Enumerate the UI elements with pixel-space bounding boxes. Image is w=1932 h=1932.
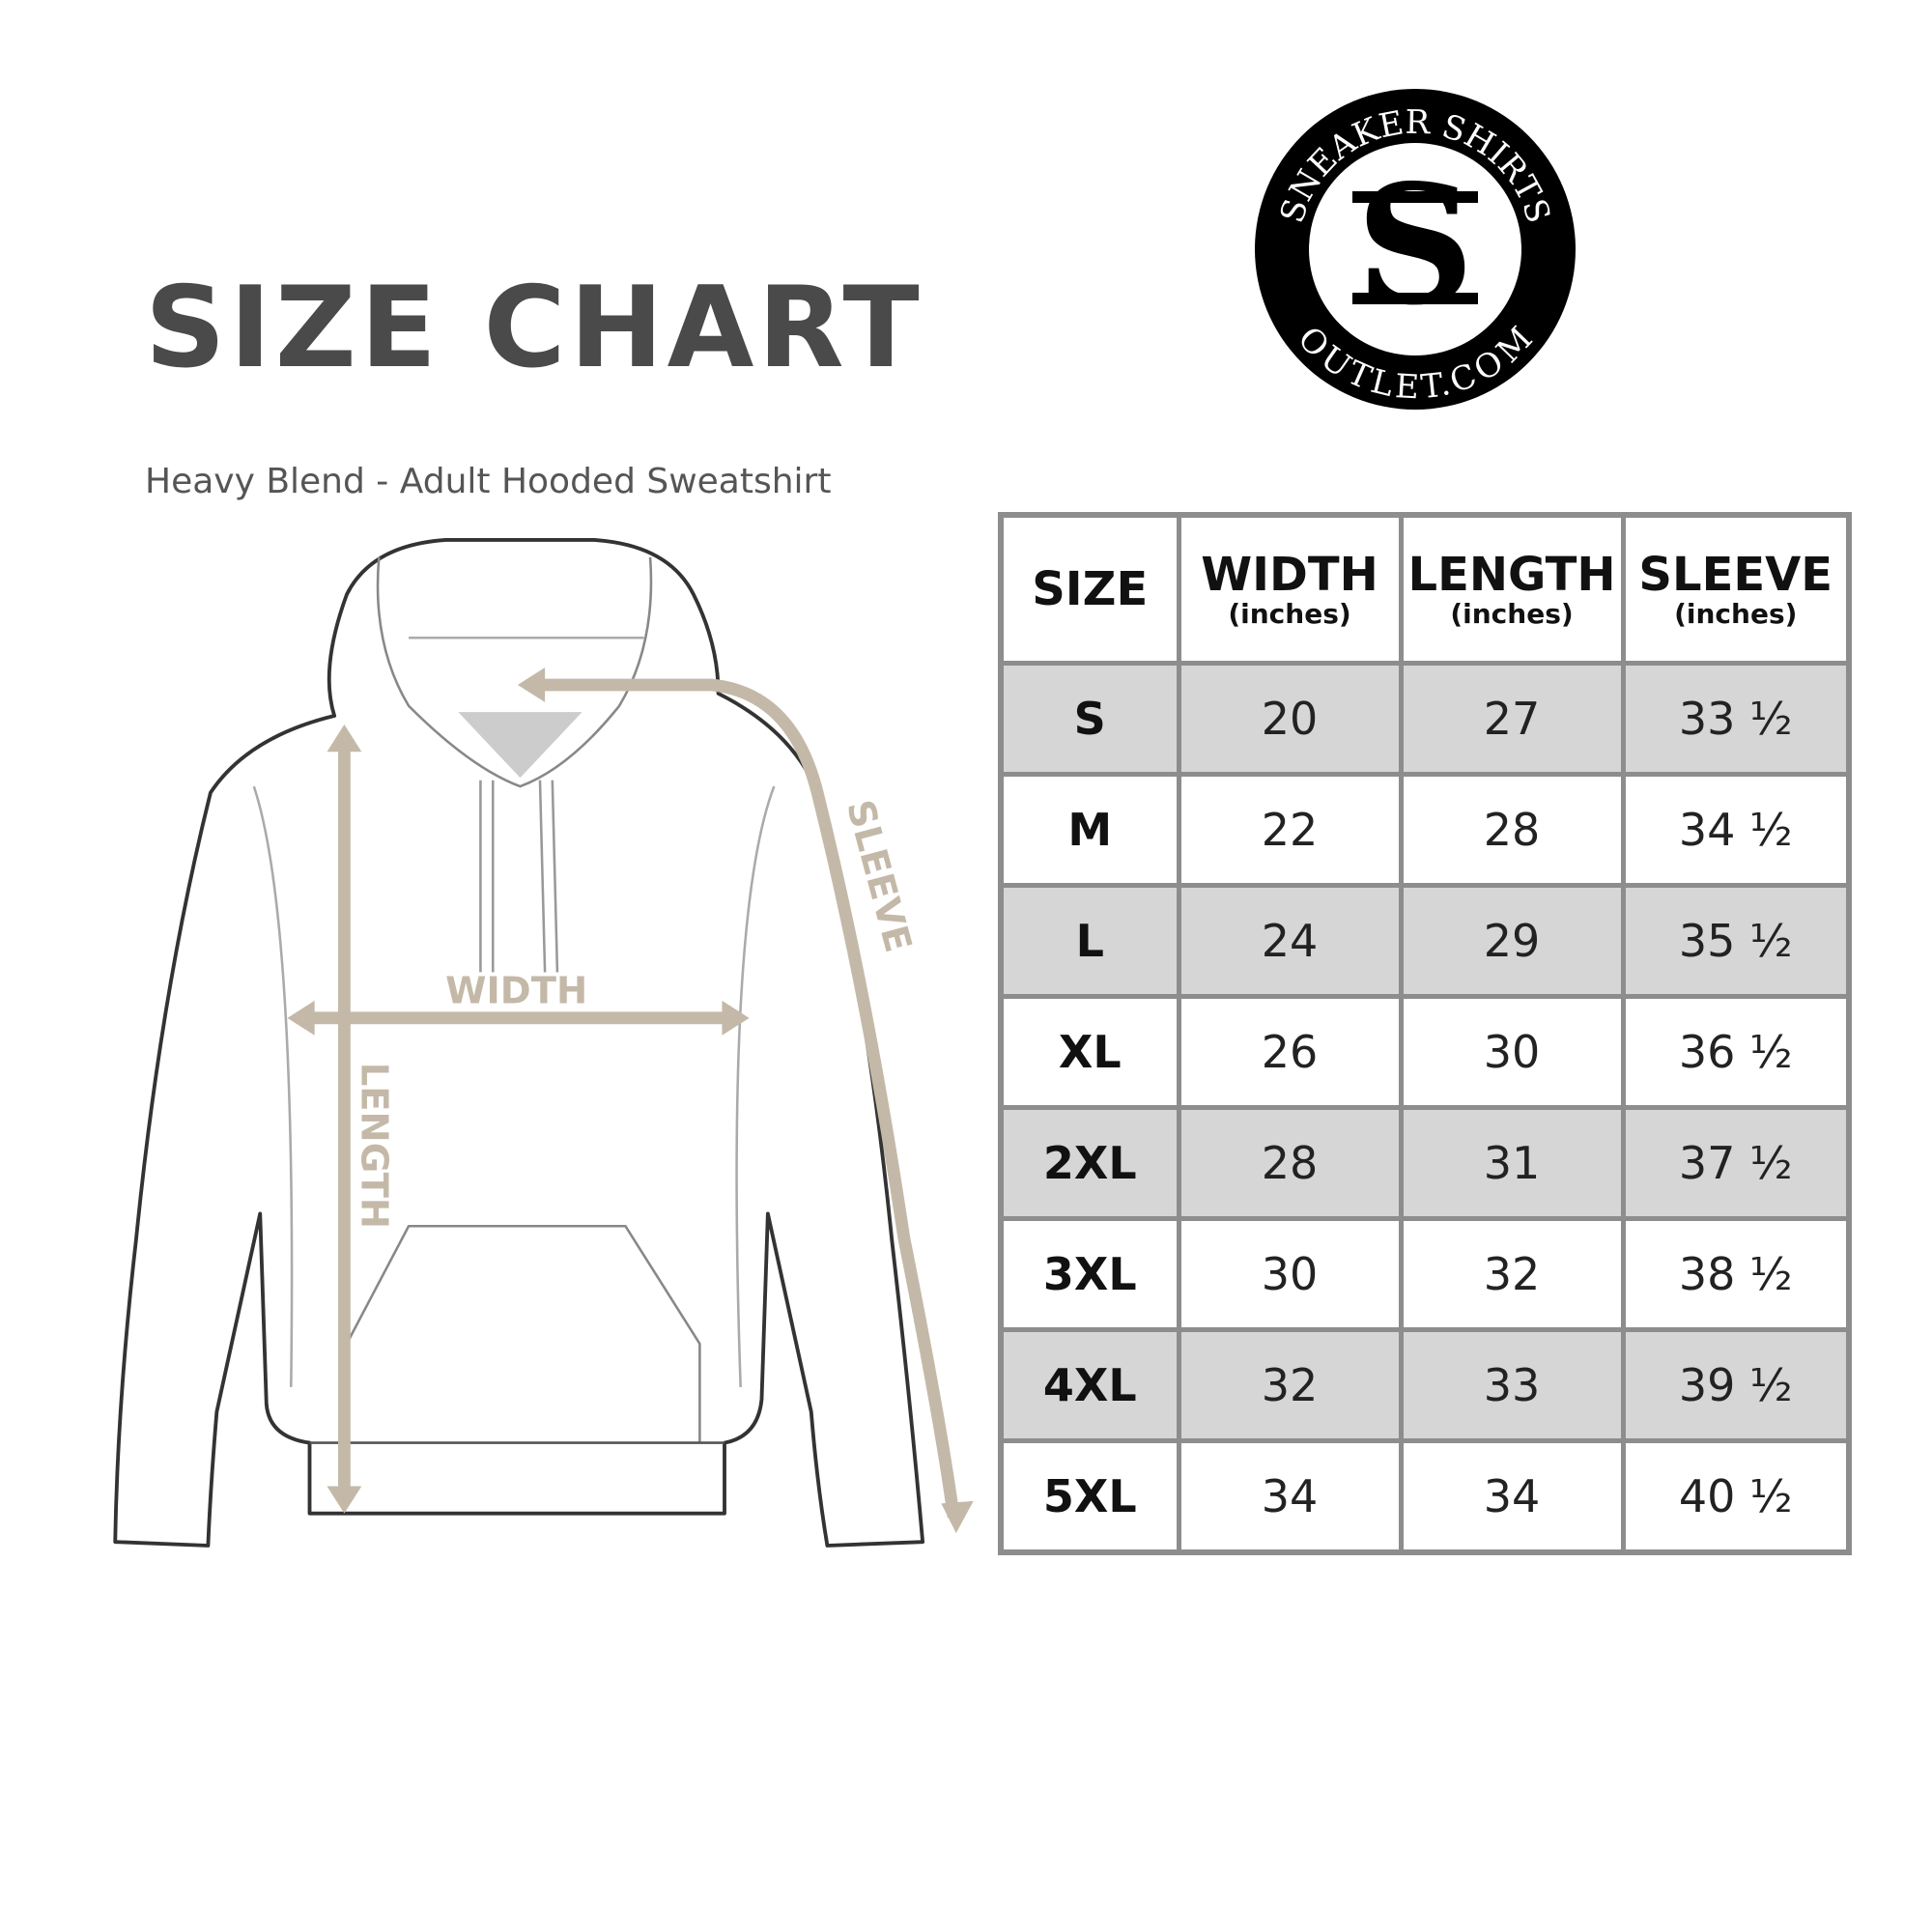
sleeve-cell: 38 ½ [1620, 1216, 1852, 1332]
table-row: S 20 27 33 ½ [998, 661, 1852, 777]
width-label: WIDTH [445, 969, 587, 1012]
measurement-arrows [287, 668, 974, 1534]
sleeve-cell: 35 ½ [1620, 883, 1852, 999]
size-table: SIZE WIDTH (inches) LENGTH (inches) SLEEVE… [998, 512, 1852, 1555]
page-title: SIZE CHART [145, 263, 923, 393]
sleeve-cell: 37 ½ [1620, 1105, 1852, 1221]
table-row: M 22 28 34 ½ [998, 772, 1852, 888]
header-length: LENGTH (inches) [1398, 512, 1626, 666]
brand-logo: SNEAKER SHIRTS OUTLET.COM S [1255, 89, 1576, 410]
sleeve-cell: 34 ½ [1620, 772, 1852, 888]
width-cell: 26 [1176, 994, 1404, 1110]
sleeve-arrow [534, 678, 960, 1519]
size-cell: 2XL [998, 1105, 1181, 1221]
sleeve-cell: 36 ½ [1620, 994, 1852, 1110]
table-row: 3XL 30 32 38 ½ [998, 1216, 1852, 1332]
length-cell: 34 [1398, 1438, 1626, 1555]
width-cell: 20 [1176, 661, 1404, 777]
table-row: 5XL 34 34 40 ½ [998, 1438, 1852, 1555]
length-cell: 27 [1398, 661, 1626, 777]
header-width: WIDTH (inches) [1176, 512, 1404, 666]
size-cell: XL [998, 994, 1181, 1110]
table-header-row: SIZE WIDTH (inches) LENGTH (inches) SLEEVE… [998, 512, 1852, 666]
table-row: 4XL 32 33 39 ½ [998, 1327, 1852, 1443]
length-cell: 28 [1398, 772, 1626, 888]
size-cell: S [998, 661, 1181, 777]
table-row: L 24 29 35 ½ [998, 883, 1852, 999]
hoodie-outline [113, 538, 925, 1548]
table-row: XL 26 30 36 ½ [998, 994, 1852, 1110]
size-cell: 5XL [998, 1438, 1181, 1555]
size-cell: 3XL [998, 1216, 1181, 1332]
width-cell: 24 [1176, 883, 1404, 999]
length-label: LENGTH [352, 1063, 395, 1229]
width-cell: 22 [1176, 772, 1404, 888]
sleeve-cell: 40 ½ [1620, 1438, 1852, 1555]
svg-text:S: S [1356, 149, 1475, 342]
sleeve-cell: 33 ½ [1620, 661, 1852, 777]
width-cell: 30 [1176, 1216, 1404, 1332]
header-size: SIZE [998, 512, 1181, 666]
table-row: 2XL 28 31 37 ½ [998, 1105, 1852, 1221]
length-cell: 32 [1398, 1216, 1626, 1332]
size-cell: 4XL [998, 1327, 1181, 1443]
size-cell: L [998, 883, 1181, 999]
sleeve-cell: 39 ½ [1620, 1327, 1852, 1443]
product-subtitle: Heavy Blend - Adult Hooded Sweatshirt [145, 462, 832, 501]
width-cell: 34 [1176, 1438, 1404, 1555]
header-sleeve: SLEEVE (inches) [1620, 512, 1852, 666]
length-cell: 30 [1398, 994, 1626, 1110]
size-cell: M [998, 772, 1181, 888]
length-cell: 29 [1398, 883, 1626, 999]
length-cell: 33 [1398, 1327, 1626, 1443]
width-cell: 32 [1176, 1327, 1404, 1443]
width-cell: 28 [1176, 1105, 1404, 1221]
length-cell: 31 [1398, 1105, 1626, 1221]
